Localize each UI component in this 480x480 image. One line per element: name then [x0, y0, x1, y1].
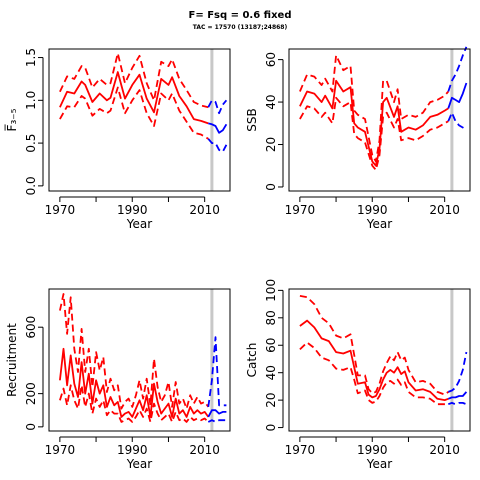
- series-line-projection-median: [208, 122, 228, 134]
- x-tick-label: 1990: [117, 203, 148, 217]
- series-line-historic-median: [59, 71, 209, 125]
- panel-recruitment: 1970 1990 2010 0 200 600 Year Recruitment: [5, 288, 231, 471]
- series-line-projection-lower: [447, 111, 467, 131]
- x-tick-label: 1970: [285, 203, 316, 217]
- series-line-projection-upper: [447, 351, 468, 393]
- y-tick-label: 0.5: [24, 134, 38, 153]
- panel-fishing-mortality: 1970 1990 2010 0.0 0.5 1.0 1.5 Year F̅₃₋₅: [4, 48, 231, 231]
- series-line-projection-median: [207, 409, 227, 418]
- y-tick-label: 40: [264, 94, 278, 109]
- y-tick-label: 1.5: [24, 48, 38, 67]
- series-line-historic-median: [59, 347, 210, 418]
- series-line-historic-lower: [59, 384, 209, 423]
- series-line-projection-lower: [447, 402, 467, 406]
- y-tick-label: 100: [264, 279, 278, 302]
- figure-title: F= Fsq = 0.6 fixed: [188, 10, 292, 21]
- y-tick-label: 0: [264, 183, 278, 191]
- series-line-projection-upper: [207, 99, 228, 115]
- series-line-historic-median: [299, 79, 449, 167]
- plot-frame: [48, 288, 231, 432]
- x-tick-label: 1990: [117, 443, 148, 457]
- series-line-historic-lower: [299, 96, 449, 171]
- series-line-projection-upper: [207, 336, 227, 408]
- y-tick-label: 0: [24, 423, 38, 431]
- series-line-historic-median: [299, 319, 449, 401]
- y-tick-label: 0.0: [24, 176, 38, 195]
- x-tick-label: 2010: [189, 443, 220, 457]
- x-tick-label: 1990: [357, 203, 388, 217]
- plot-frame: [288, 288, 471, 432]
- y-axis-title: Catch: [245, 343, 259, 378]
- y-axis-title: Recruitment: [5, 323, 19, 397]
- series-line-historic-upper: [59, 52, 209, 109]
- series-line-historic-upper: [299, 295, 449, 396]
- x-axis-title: Year: [366, 457, 392, 471]
- y-tick-label: 600: [24, 316, 38, 339]
- series-line-historic-upper: [59, 293, 210, 410]
- plot-frame: [48, 48, 231, 192]
- y-tick-label: 40: [264, 365, 278, 380]
- y-tick-label: 20: [264, 392, 278, 407]
- x-tick-label: 1970: [45, 443, 76, 457]
- x-tick-label: 1990: [357, 443, 388, 457]
- y-tick-label: 1.0: [24, 91, 38, 110]
- y-tick-label: 80: [264, 310, 278, 325]
- x-axis-title: Year: [126, 457, 152, 471]
- y-tick-label: 20: [264, 137, 278, 152]
- plot-frame: [288, 48, 471, 192]
- y-tick-label: 0: [264, 424, 278, 432]
- series-line-projection-median: [447, 82, 468, 109]
- figure-subtitle: TAC = 17570 (13187;24868): [192, 24, 288, 31]
- y-axis-title: F̅₃₋₅: [4, 108, 19, 131]
- y-tick-label: 60: [264, 52, 278, 67]
- series-line-historic-upper: [299, 54, 449, 163]
- y-tick-label: 60: [264, 338, 278, 353]
- x-tick-label: 2010: [429, 203, 460, 217]
- series-line-historic-lower: [59, 86, 209, 140]
- series-line-projection-lower: [207, 138, 228, 153]
- y-tick-label: 200: [24, 382, 38, 405]
- x-tick-label: 1970: [45, 203, 76, 217]
- x-axis-title: Year: [126, 217, 152, 231]
- series-line-projection-lower: [207, 419, 227, 423]
- x-tick-label: 2010: [429, 443, 460, 457]
- panel-ssb: 1970 1990 2010 0 20 40 60 Year SSB: [245, 46, 471, 231]
- panel-catch: 1970 1990 2010 0 20 40 60 80 100 Year Catch: [245, 279, 471, 471]
- series-line-projection-upper: [447, 46, 468, 92]
- x-tick-label: 2010: [189, 203, 220, 217]
- y-axis-title: SSB: [245, 108, 259, 131]
- x-axis-title: Year: [366, 217, 392, 231]
- series-line-projection-median: [447, 391, 468, 400]
- x-tick-label: 1970: [285, 443, 316, 457]
- series-line-historic-lower: [299, 341, 449, 406]
